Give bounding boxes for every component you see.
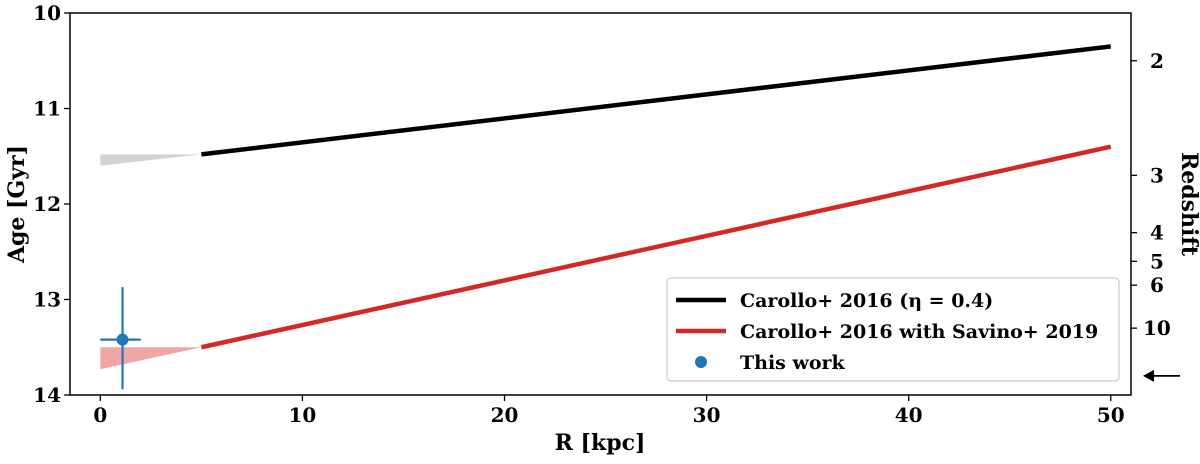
redshift-tick-label: 4: [1150, 221, 1164, 245]
x-tick-label: 10: [288, 403, 316, 427]
x-tick-label: 50: [1097, 403, 1125, 427]
data-point: [116, 333, 129, 346]
redshift-tick-label: 10: [1143, 316, 1171, 340]
x-axis-label: R [kpc]: [555, 430, 646, 456]
y-axis-label: Age [Gyr]: [4, 145, 30, 264]
redshift-axis-label: Redshift: [1176, 152, 1200, 257]
y-tick-label: 13: [33, 288, 61, 312]
uncertainty-band-2: [100, 347, 202, 370]
series-line-2: [200, 144, 1112, 350]
legend-marker: [695, 356, 707, 368]
redshift-tick-label: 5: [1150, 249, 1164, 273]
y-tick-label: 11: [33, 97, 61, 121]
uncertainty-band-1: [100, 154, 202, 166]
y-tick-label: 14: [33, 383, 61, 407]
legend-entry-label: Carollo+ 2016 (η = 0.4): [740, 290, 993, 312]
series-line-1: [201, 44, 1112, 157]
data-points: [100, 287, 141, 390]
legend-entry-label: This work: [740, 352, 846, 374]
y-tick-label: 10: [33, 1, 61, 25]
left-arrow-icon: [1143, 369, 1180, 382]
legend-box: [666, 277, 1120, 382]
uncertainty-bands: [100, 154, 202, 370]
x-tick-label: 40: [895, 403, 923, 427]
redshift-tick-label: 6: [1150, 273, 1164, 297]
x-axis-ticks: 0 10 20 30 40 50: [93, 395, 1125, 427]
y-tick-label: 12: [33, 192, 61, 216]
x-tick-label: 0: [93, 403, 107, 427]
redshift-tick-label: 3: [1150, 163, 1164, 187]
redshift-tick-label: 2: [1150, 49, 1164, 73]
redshift-axis-ticks: 2 3 4 56 10: [1131, 49, 1171, 340]
series-lines: [200, 44, 1112, 350]
y-axis-ticks: 10 11 12 13 14: [33, 1, 70, 407]
legend-entry-label: Carollo+ 2016 with Savino+ 2019: [740, 321, 1098, 343]
legend: Carollo+ 2016 (η = 0.4) Carollo+ 2016 wit…: [666, 277, 1120, 382]
x-tick-label: 30: [693, 403, 721, 427]
x-tick-label: 20: [491, 403, 519, 427]
